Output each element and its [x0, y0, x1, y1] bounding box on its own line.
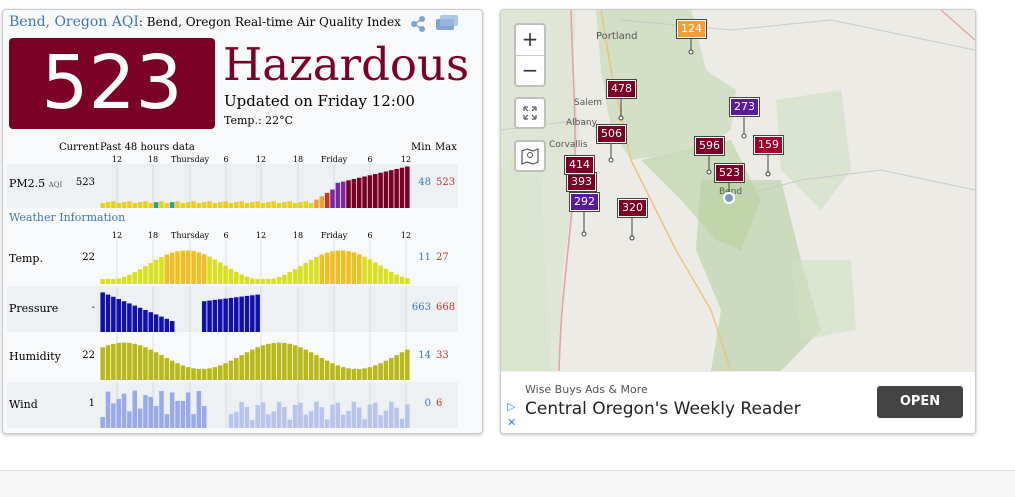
- tick-label: 18: [147, 155, 159, 164]
- tick-label: 12: [111, 231, 123, 240]
- marker-pins: [578, 37, 771, 241]
- aqi-marker[interactable]: 292: [569, 192, 600, 212]
- updated-time: Updated on Friday 12:00: [224, 92, 415, 110]
- tick-label: 18: [292, 155, 304, 164]
- temp-current: 22: [82, 252, 95, 263]
- page-header: Bend, Oregon AQI: Bend, Oregon Real-time…: [9, 14, 401, 30]
- max-header: Max: [435, 142, 457, 153]
- past-48h-header: Past 48 hours data: [100, 142, 195, 153]
- city-aqi-link[interactable]: Bend, Oregon AQI: [9, 14, 139, 30]
- pm25-chart: [100, 164, 410, 208]
- pressure-chart: [100, 286, 410, 332]
- tick-label: 18: [292, 231, 304, 240]
- temp-max: 27: [436, 252, 449, 263]
- tick-label: Thursday: [171, 155, 209, 164]
- wind-min: 0: [424, 398, 431, 409]
- aqi-value-box: 523: [9, 38, 215, 129]
- map-terrain: [501, 10, 975, 372]
- aqi-marker[interactable]: 523: [714, 163, 745, 183]
- tick-label: 6: [367, 155, 373, 164]
- temp-label: Temp.: [9, 252, 43, 265]
- pm25-min: 48: [418, 177, 431, 188]
- pm25-label: PM2.5 AQI: [9, 177, 63, 190]
- time-axis-weather: 12 18 Thursday 6 12 18 Friday 6 12: [100, 231, 412, 241]
- tick-label: 12: [400, 155, 412, 164]
- aqi-marker[interactable]: 124: [676, 19, 707, 39]
- town-label: Bend: [719, 187, 743, 197]
- tick-label: Friday: [320, 155, 348, 164]
- ad-headline[interactable]: Central Oregon's Weekly Reader: [525, 399, 801, 419]
- aqi-marker[interactable]: 596: [694, 136, 725, 156]
- aqi-marker[interactable]: 273: [729, 97, 760, 117]
- pm25-current: 523: [75, 177, 95, 188]
- humidity-current: 22: [82, 350, 95, 361]
- pressure-label: Pressure: [9, 302, 59, 315]
- wind-chart: [100, 382, 410, 428]
- page-subtitle: : Bend, Oregon Real-time Air Quality Ind…: [138, 15, 401, 29]
- tick-label: 12: [255, 155, 267, 164]
- weather-info-title: Weather Information: [9, 211, 126, 224]
- wind-label: Wind: [9, 398, 38, 411]
- tick-label: 12: [111, 155, 123, 164]
- town-label: Salem: [574, 98, 603, 108]
- ad-sponsor: Wise Buys Ads & More: [525, 383, 648, 396]
- pressure-max: 668: [436, 302, 456, 313]
- zoom-in-button[interactable]: +: [521, 27, 539, 51]
- min-header: Min: [411, 142, 431, 153]
- humidity-min: 14: [418, 350, 431, 361]
- aqi-map[interactable]: + − Portland Salem Albany Corvallis Bend: [501, 10, 975, 372]
- town-label: Corvallis: [549, 140, 588, 150]
- town-label: Albany: [566, 118, 597, 128]
- aqi-value: 523: [41, 40, 183, 126]
- tick-label: 6: [223, 155, 229, 164]
- zoom-out-button[interactable]: −: [516, 55, 544, 86]
- tick-label: 6: [223, 231, 229, 240]
- humidity-label: Humidity: [9, 350, 61, 363]
- pm25-max: 523: [436, 177, 456, 188]
- tick-label: 12: [400, 231, 412, 240]
- tick-label: Thursday: [171, 231, 209, 240]
- wind-max: 6: [436, 398, 443, 409]
- aqi-marker[interactable]: 478: [606, 79, 637, 99]
- tick-label: 6: [367, 231, 373, 240]
- ad-open-button[interactable]: OPEN: [877, 386, 963, 418]
- ad-choices-icon[interactable]: ▷: [507, 400, 516, 413]
- wind-current: 1: [88, 398, 95, 409]
- temp-chart: [100, 240, 410, 284]
- humidity-max: 33: [436, 350, 449, 361]
- map-card: + − Portland Salem Albany Corvallis Bend: [500, 9, 976, 434]
- page-footer: [0, 470, 1015, 497]
- aqi-marker[interactable]: 320: [617, 198, 648, 218]
- ad-banner[interactable]: ▷ ✕ Wise Buys Ads & More Central Oregon'…: [501, 371, 975, 433]
- zoom-control: + −: [514, 23, 546, 87]
- aqi-card: Bend, Oregon AQI: Bend, Oregon Real-time…: [2, 9, 483, 434]
- aqi-marker[interactable]: 506: [596, 124, 627, 144]
- aqi-status: Hazardous: [223, 38, 470, 91]
- tick-label: 12: [255, 231, 267, 240]
- aqi-marker[interactable]: 393: [566, 172, 597, 192]
- fullscreen-icon[interactable]: [514, 97, 546, 129]
- current-header: Current: [59, 142, 100, 153]
- pressure-min: 663: [411, 302, 431, 313]
- ad-close-icon[interactable]: ✕: [507, 416, 517, 429]
- location-pin-icon: [723, 192, 735, 204]
- temp-min: 11: [418, 252, 431, 263]
- humidity-chart: [100, 334, 410, 380]
- pressure-current: -: [91, 302, 95, 313]
- share-icon[interactable]: [408, 13, 458, 37]
- aqi-marker[interactable]: 159: [753, 135, 784, 155]
- tick-label: Friday: [320, 231, 348, 240]
- town-label: Portland: [596, 31, 638, 42]
- map-layer-icon[interactable]: [514, 140, 546, 172]
- aqi-marker[interactable]: 414: [564, 155, 595, 175]
- current-temp: Temp.: 22°C: [224, 114, 294, 127]
- time-axis-top: 12 18 Thursday 6 12 18 Friday 6 12: [100, 155, 412, 165]
- tick-label: 18: [147, 231, 159, 240]
